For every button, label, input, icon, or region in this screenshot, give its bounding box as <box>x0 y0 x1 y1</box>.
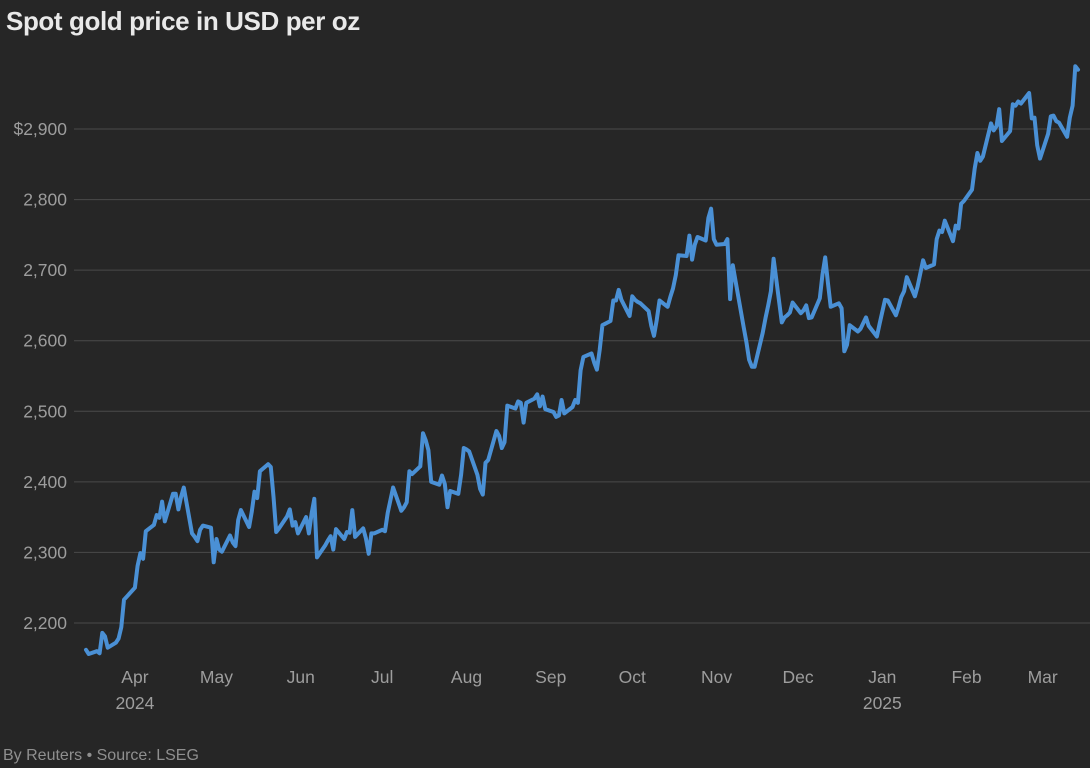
chart-title: Spot gold price in USD per oz <box>6 6 360 36</box>
y-axis-tick-label: 2,600 <box>23 331 67 351</box>
y-axis-tick-label: $2,900 <box>13 119 67 139</box>
y-axis-tick-label: 2,500 <box>23 401 67 421</box>
x-axis-tick-label: Aug <box>451 667 482 687</box>
x-axis-tick-label: May <box>200 667 233 687</box>
x-axis-tick-label: Mar <box>1028 667 1058 687</box>
x-axis-tick-label: Nov <box>701 667 732 687</box>
x-axis-tick-label: Oct <box>619 667 646 687</box>
x-axis-year-label: 2025 <box>863 693 902 713</box>
x-axis-tick-label: Feb <box>951 667 981 687</box>
x-axis-tick-label: Jul <box>371 667 393 687</box>
y-axis-tick-label: 2,200 <box>23 613 67 633</box>
x-axis-tick-label: Sep <box>535 667 566 687</box>
x-axis-tick-label: Apr <box>121 667 148 687</box>
y-axis-tick-label: 2,700 <box>23 260 67 280</box>
y-axis-tick-label: 2,800 <box>23 190 67 210</box>
y-axis-tick-label: 2,400 <box>23 472 67 492</box>
x-axis-tick-label: Dec <box>783 667 814 687</box>
x-axis-tick-label: Jun <box>287 667 315 687</box>
x-axis-tick-label: Jan <box>868 667 896 687</box>
y-axis-tick-label: 2,300 <box>23 542 67 562</box>
source-attribution: By Reuters • Source: LSEG <box>3 747 199 764</box>
price-line <box>84 64 1080 656</box>
x-axis-year-label: 2024 <box>115 693 154 713</box>
